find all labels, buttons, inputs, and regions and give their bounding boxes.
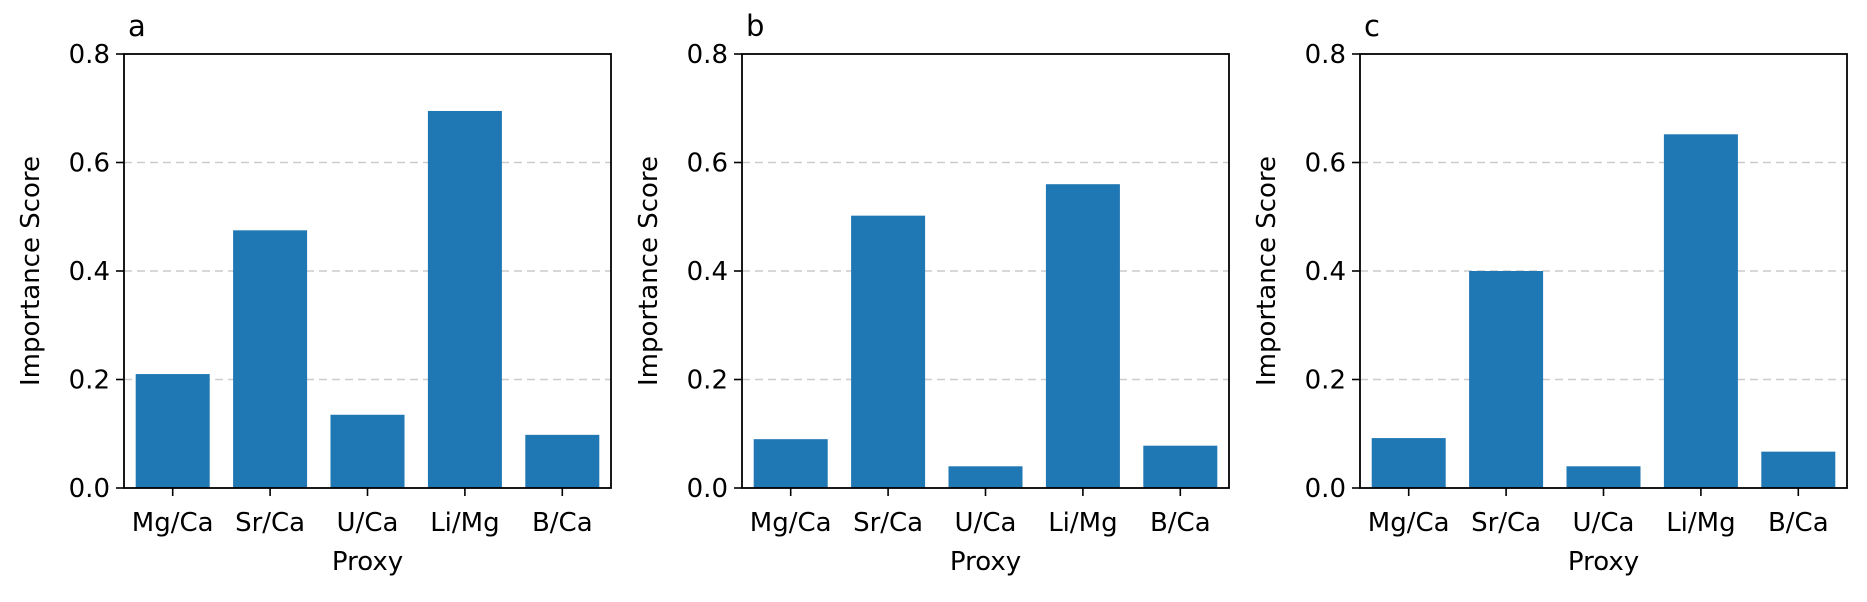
y-tick-label: 0.4 (687, 257, 728, 287)
x-tick-label: Mg/Ca (1368, 508, 1450, 538)
bar-b-ca (1143, 445, 1218, 488)
x-tick-label: Sr/Ca (1471, 508, 1541, 538)
chart-panel-a: 0.0 0.2 0.4 0.6 0.8 Mg/Ca Sr/Ca U/Ca Li/Mg B/Ca Pr… (16, 9, 612, 577)
y-tick-label: 0.2 (69, 366, 110, 396)
y-tick-label: 0.6 (687, 149, 728, 179)
y-tick-label: 0.0 (687, 474, 728, 504)
y-tick-label: 0.6 (69, 149, 110, 179)
x-axis-label: Proxy (950, 547, 1021, 577)
x-axis-label: Proxy (1568, 547, 1639, 577)
x-tick-label: Sr/Ca (235, 508, 305, 538)
y-axis-label: Importance Score (16, 156, 46, 386)
bar-u-ca (330, 414, 405, 488)
y-tick-label: 0.8 (69, 40, 110, 70)
y-tick-label: 0.8 (1305, 40, 1346, 70)
x-tick-label: Li/Mg (1666, 508, 1735, 538)
x-tick-label: B/Ca (1150, 508, 1211, 538)
x-axis-label: Proxy (332, 547, 403, 577)
bar-mg-ca (753, 439, 828, 488)
bar-li-mg (427, 110, 502, 489)
y-tick-label: 0.0 (1305, 474, 1346, 504)
x-tick-label: B/Ca (532, 508, 593, 538)
bar-li-mg (1663, 134, 1738, 489)
y-tick-label: 0.2 (687, 366, 728, 396)
x-tick-label: B/Ca (1768, 508, 1829, 538)
y-axis-label: Importance Score (634, 156, 664, 386)
x-tick-label: Li/Mg (1048, 508, 1117, 538)
y-axis-label: Importance Score (1252, 156, 1282, 386)
x-tick-label: U/Ca (1573, 508, 1635, 538)
axes-frame (741, 53, 1230, 489)
y-tick-label: 0.4 (69, 257, 110, 287)
bar-sr-ca (1469, 271, 1544, 488)
bar-b-ca (1761, 451, 1836, 488)
chart-panel-b: 0.0 0.2 0.4 0.6 0.8 Mg/Ca Sr/Ca U/Ca Li/Mg B/Ca Pr… (634, 9, 1230, 577)
x-tick-label: U/Ca (955, 508, 1017, 538)
x-tick-label: Mg/Ca (750, 508, 832, 538)
y-tick-label: 0.0 (69, 474, 110, 504)
x-tick-label: Li/Mg (430, 508, 499, 538)
panel-label: b (746, 9, 764, 43)
panel-label: c (1364, 9, 1380, 43)
bar-sr-ca (851, 215, 926, 489)
y-tick-label: 0.6 (1305, 149, 1346, 179)
bar-mg-ca (1371, 438, 1446, 488)
x-tick-label: U/Ca (337, 508, 399, 538)
bar-mg-ca (135, 374, 210, 488)
bar-b-ca (525, 434, 600, 488)
x-tick-label: Sr/Ca (853, 508, 923, 538)
bar-u-ca (948, 466, 1023, 488)
chart-panel-c: 0.0 0.2 0.4 0.6 0.8 Mg/Ca Sr/Ca U/Ca Li/Mg B/Ca Pr… (1252, 9, 1848, 577)
x-tick-label: Mg/Ca (132, 508, 214, 538)
bar-li-mg (1045, 184, 1120, 488)
y-tick-label: 0.2 (1305, 366, 1346, 396)
axes-frame (1359, 53, 1848, 489)
y-tick-label: 0.4 (1305, 257, 1346, 287)
bar-sr-ca (233, 230, 308, 488)
bar-u-ca (1566, 466, 1641, 488)
y-tick-label: 0.8 (687, 40, 728, 70)
panel-label: a (128, 9, 146, 43)
